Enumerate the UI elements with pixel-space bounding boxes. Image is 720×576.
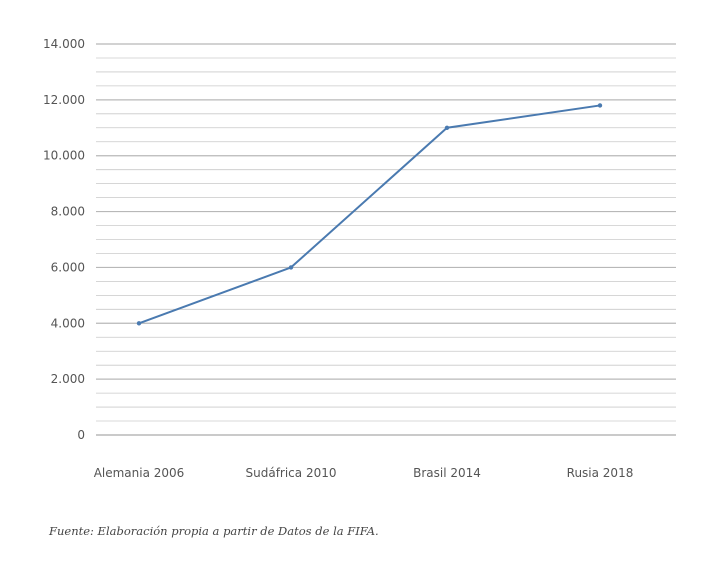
data-point (136, 321, 142, 326)
y-tick-label: 12.000 (43, 93, 85, 107)
y-tick-label: 14.000 (43, 37, 85, 51)
y-tick-label: 10.000 (43, 149, 85, 163)
y-tick-label: 8.000 (51, 205, 85, 219)
x-tick-label: Alemania 2006 (94, 466, 185, 480)
x-tick-label: Rusia 2018 (567, 466, 634, 480)
data-point (444, 125, 450, 130)
x-axis-tick-labels: Alemania 2006 Sudáfrica 2010 Brasil 2014 Ru… (94, 466, 634, 480)
x-tick-label: Sudáfrica 2010 (246, 466, 337, 480)
y-tick-label: 0 (77, 428, 85, 442)
line-chart: 02.0004.0006.0008.00010.00012.00014.000 … (43, 37, 676, 480)
gridlines (96, 43, 676, 436)
y-tick-label: 4.000 (51, 316, 85, 330)
data-point (288, 265, 294, 270)
data-point (597, 103, 603, 108)
series-line (138, 104, 601, 325)
y-axis-tick-labels: 0 2.000 4.000 6.000 8.000 10.000 12.000 14.000 (43, 37, 85, 442)
y-tick-label: 6.000 (51, 260, 85, 274)
data-series (136, 103, 603, 326)
x-tick-label: Brasil 2014 (413, 466, 481, 480)
y-tick-label: 2.000 (51, 372, 85, 386)
source-note: Fuente: Elaboración propia a partir de D… (49, 524, 379, 538)
